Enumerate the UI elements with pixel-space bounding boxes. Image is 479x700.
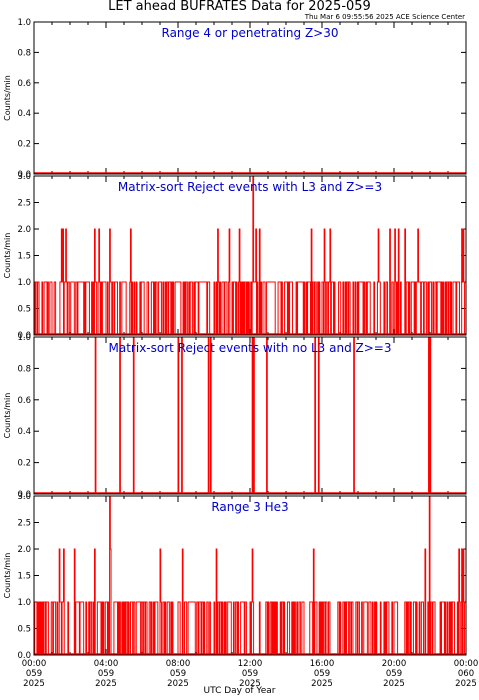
y-axis-label: Counts/min xyxy=(3,553,12,599)
x-tick-label-time: 08:00 xyxy=(166,659,191,669)
panel-title: Range 3 He3 xyxy=(211,500,288,514)
y-axis-label: Counts/min xyxy=(3,233,12,279)
y-tick-label: 1.5 xyxy=(17,252,31,262)
y-tick-label: 0.0 xyxy=(17,331,31,341)
y-tick-label: 2.0 xyxy=(17,545,31,555)
y-tick-label: 0.2 xyxy=(17,459,31,469)
x-tick-label-time: 00:00 xyxy=(454,659,479,669)
x-tick-label-year: 2025 xyxy=(383,679,405,689)
panel-frame xyxy=(33,21,467,175)
y-tick-label: 0.8 xyxy=(17,48,31,58)
x-tick-label-doy: 060 xyxy=(458,669,474,679)
timestamp: Thu Mar 6 09:55:56 2025 ACE Science Cent… xyxy=(304,13,465,21)
y-tick-label: 1.0 xyxy=(17,18,31,28)
y-tick-label: 1.0 xyxy=(17,333,31,343)
page-title: LET ahead BUFRATES Data for 2025-059 xyxy=(108,0,371,14)
y-tick-label: 0.0 xyxy=(17,170,31,180)
panel-title: Range 4 or penetrating Z>30 xyxy=(162,26,339,40)
y-tick-label: 0.2 xyxy=(17,140,31,150)
series-line xyxy=(33,495,466,656)
x-tick-label-doy: 059 xyxy=(242,669,258,679)
y-tick-label: 0.0 xyxy=(17,490,31,500)
y-tick-label: 3.0 xyxy=(17,492,31,502)
x-tick-label-time: 04:00 xyxy=(94,659,119,669)
series-line xyxy=(33,175,466,336)
x-tick-label-time: 16:00 xyxy=(310,659,335,669)
panel-frame xyxy=(33,175,467,336)
panel-frame xyxy=(33,495,467,656)
y-tick-label: 0.8 xyxy=(17,364,31,374)
x-tick-label-year: 2025 xyxy=(311,679,333,689)
y-tick-label: 0.6 xyxy=(17,79,31,89)
y-tick-label: 0.4 xyxy=(17,109,31,119)
x-tick-label-doy: 059 xyxy=(314,669,330,679)
x-tick-label-doy: 059 xyxy=(170,669,186,679)
y-tick-label: 3.0 xyxy=(17,172,31,182)
panel-frame xyxy=(33,336,467,495)
x-tick-label-time: 12:00 xyxy=(238,659,263,669)
x-tick-label-doy: 059 xyxy=(386,669,402,679)
y-axis-label: Counts/min xyxy=(3,75,12,121)
y-tick-label: 2.5 xyxy=(17,519,31,529)
panel-title: Matrix-sort Reject events with L3 and Z>… xyxy=(118,180,382,194)
y-axis-label: Counts/min xyxy=(3,393,12,439)
panel-title: Matrix-sort Reject events with no L3 and… xyxy=(109,341,392,355)
y-tick-label: 1.5 xyxy=(17,572,31,582)
y-tick-label: 1.0 xyxy=(17,278,31,288)
x-tick-label-year: 2025 xyxy=(167,679,189,689)
y-tick-label: 0.5 xyxy=(17,625,31,635)
x-tick-label-doy: 059 xyxy=(98,669,114,679)
y-tick-label: 2.5 xyxy=(17,199,31,209)
x-tick-label-doy: 059 xyxy=(26,669,42,679)
x-axis-title: UTC Day of Year xyxy=(203,686,276,696)
series-line xyxy=(34,336,466,495)
y-tick-label: 0.0 xyxy=(17,651,31,661)
x-tick-label-time: 20:00 xyxy=(382,659,407,669)
y-tick-label: 0.6 xyxy=(17,396,31,406)
x-tick-label-year: 2025 xyxy=(239,679,261,689)
x-tick-label-year: 2025 xyxy=(23,679,45,689)
y-tick-label: 0.5 xyxy=(17,305,31,315)
x-tick-label-year: 2025 xyxy=(95,679,117,689)
y-tick-label: 0.4 xyxy=(17,427,31,437)
x-tick-label-year: 2025 xyxy=(455,679,477,689)
x-tick-label-time: 00:00 xyxy=(22,659,47,669)
y-tick-label: 2.0 xyxy=(17,225,31,235)
y-tick-label: 1.0 xyxy=(17,598,31,608)
